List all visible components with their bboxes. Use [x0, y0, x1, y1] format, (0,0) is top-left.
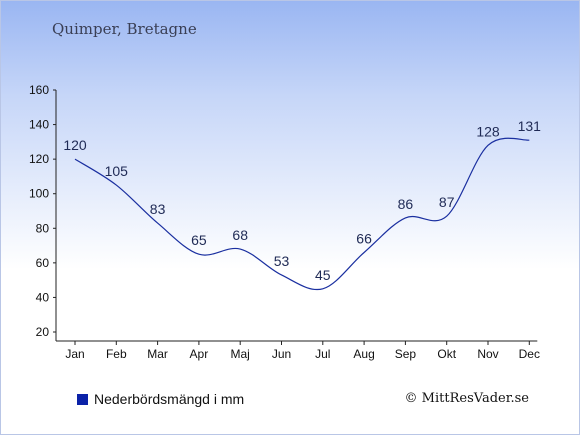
x-tick-label: Feb — [106, 347, 127, 361]
y-tick-label: 60 — [36, 256, 50, 270]
data-label: 128 — [476, 123, 500, 139]
x-tick-label: Okt — [437, 347, 456, 361]
data-label: 66 — [356, 230, 372, 246]
legend: Nederbördsmängd i mm — [77, 391, 244, 407]
data-label: 45 — [315, 267, 331, 283]
legend-label: Nederbördsmängd i mm — [94, 391, 245, 407]
y-tick-label: 80 — [36, 221, 50, 235]
location-title: Quimper, Bretagne — [52, 20, 197, 38]
y-tick-label: 100 — [29, 187, 49, 201]
data-label: 53 — [274, 253, 290, 269]
x-tick-label: Jul — [315, 347, 330, 361]
x-tick-label: Jan — [65, 347, 84, 361]
data-label: 105 — [105, 163, 129, 179]
x-tick-label: Dec — [519, 347, 540, 361]
data-label: 86 — [398, 196, 414, 212]
data-label: 120 — [63, 137, 87, 153]
data-label: 68 — [232, 227, 248, 243]
y-tick-label: 140 — [29, 118, 49, 132]
x-tick-label: Mar — [147, 347, 168, 361]
data-label: 65 — [191, 232, 207, 248]
legend-swatch — [77, 393, 88, 405]
y-tick-label: 120 — [29, 152, 49, 166]
x-tick-label: Apr — [190, 347, 209, 361]
data-label: 87 — [439, 194, 455, 210]
y-tick-label: 160 — [29, 83, 49, 97]
y-tick-label: 20 — [36, 325, 50, 339]
x-tick-label: Aug — [353, 347, 374, 361]
x-tick-label: Sep — [395, 347, 417, 361]
data-label: 131 — [518, 118, 542, 134]
copyright-text: © MittResVader.se — [404, 391, 529, 406]
x-tick-label: Maj — [231, 347, 250, 361]
series-line — [74, 137, 530, 291]
x-tick-label: Jun — [272, 347, 291, 361]
y-tick-label: 40 — [36, 290, 50, 304]
x-tick-label: Nov — [477, 347, 498, 361]
data-label: 83 — [150, 201, 166, 217]
